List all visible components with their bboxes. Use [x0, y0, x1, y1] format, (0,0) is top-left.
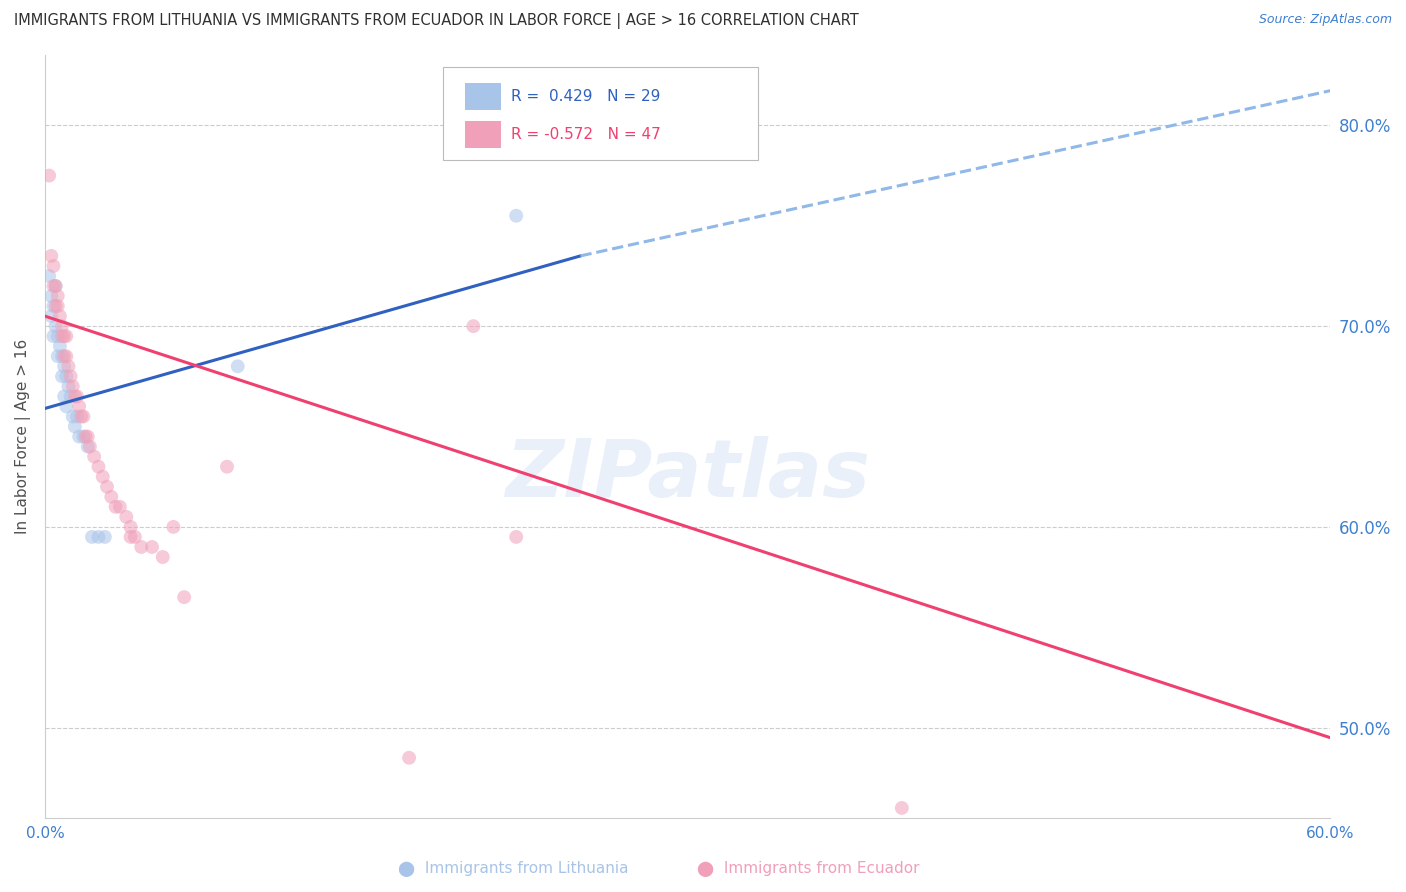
FancyBboxPatch shape: [465, 83, 501, 110]
Text: ⬤  Immigrants from Lithuania: ⬤ Immigrants from Lithuania: [398, 861, 628, 877]
Point: [100, 490, 122, 504]
Point: [87, 530, 110, 544]
Point: [46, 349, 69, 363]
Point: [59, 369, 82, 384]
Text: ZIPatlas: ZIPatlas: [505, 435, 870, 514]
Point: [215, 459, 238, 474]
Point: [46, 289, 69, 303]
Point: [104, 500, 127, 514]
Point: [63, 389, 86, 403]
Point: [55, 369, 77, 384]
Point: [120, 520, 142, 534]
Text: R = -0.572   N = 47: R = -0.572 N = 47: [512, 127, 661, 142]
Point: [96, 480, 118, 494]
Point: [42, 299, 65, 313]
Point: [108, 500, 131, 514]
Point: [75, 429, 97, 443]
Text: Source: ZipAtlas.com: Source: ZipAtlas.com: [1258, 13, 1392, 27]
FancyBboxPatch shape: [443, 67, 758, 160]
Text: IMMIGRANTS FROM LITHUANIA VS IMMIGRANTS FROM ECUADOR IN LABOR FORCE | AGE > 16 C: IMMIGRANTS FROM LITHUANIA VS IMMIGRANTS …: [14, 13, 859, 29]
Point: [49, 309, 72, 323]
Point: [51, 329, 73, 343]
Point: [463, 319, 485, 334]
Point: [72, 429, 94, 443]
Point: [55, 400, 77, 414]
Point: [80, 530, 103, 544]
Point: [87, 459, 110, 474]
Point: [66, 409, 89, 424]
Point: [66, 389, 89, 403]
Point: [39, 289, 62, 303]
Text: R =  0.429   N = 29: R = 0.429 N = 29: [512, 89, 661, 103]
Point: [129, 540, 152, 554]
Point: [226, 359, 249, 374]
Point: [46, 299, 69, 313]
Point: [58, 359, 80, 374]
Point: [83, 450, 105, 464]
Point: [62, 379, 84, 393]
Point: [91, 469, 114, 483]
Point: [120, 530, 142, 544]
Point: [173, 590, 195, 604]
Point: [49, 339, 72, 353]
Point: [53, 329, 76, 343]
Point: [51, 369, 73, 384]
Point: [38, 268, 60, 283]
Point: [58, 379, 80, 393]
Point: [94, 530, 117, 544]
Point: [76, 440, 98, 454]
Point: [55, 349, 77, 363]
Point: [115, 509, 138, 524]
Point: [70, 409, 93, 424]
Text: ⬤  Immigrants from Ecuador: ⬤ Immigrants from Ecuador: [697, 861, 920, 877]
Point: [67, 400, 90, 414]
Point: [890, 801, 912, 815]
Point: [63, 419, 86, 434]
Point: [53, 349, 76, 363]
Point: [76, 429, 98, 443]
Point: [39, 249, 62, 263]
Point: [42, 259, 65, 273]
Point: [124, 530, 146, 544]
Point: [59, 389, 82, 403]
Point: [51, 319, 73, 334]
Point: [53, 389, 76, 403]
Point: [46, 329, 69, 343]
Point: [152, 549, 174, 564]
Y-axis label: In Labor Force | Age > 16: In Labor Force | Age > 16: [15, 339, 31, 534]
FancyBboxPatch shape: [465, 120, 501, 148]
Point: [42, 279, 65, 293]
Point: [55, 329, 77, 343]
Point: [38, 169, 60, 183]
Point: [45, 319, 67, 334]
Point: [51, 349, 73, 363]
Point: [398, 751, 420, 765]
Point: [42, 329, 65, 343]
Point: [72, 409, 94, 424]
Point: [505, 209, 527, 223]
Point: [45, 279, 67, 293]
Point: [53, 359, 76, 374]
Point: [62, 409, 84, 424]
Point: [79, 440, 101, 454]
Point: [162, 520, 184, 534]
Point: [39, 309, 62, 323]
Point: [67, 429, 90, 443]
Point: [141, 540, 163, 554]
Point: [45, 279, 67, 293]
Point: [505, 530, 527, 544]
Point: [45, 299, 67, 313]
